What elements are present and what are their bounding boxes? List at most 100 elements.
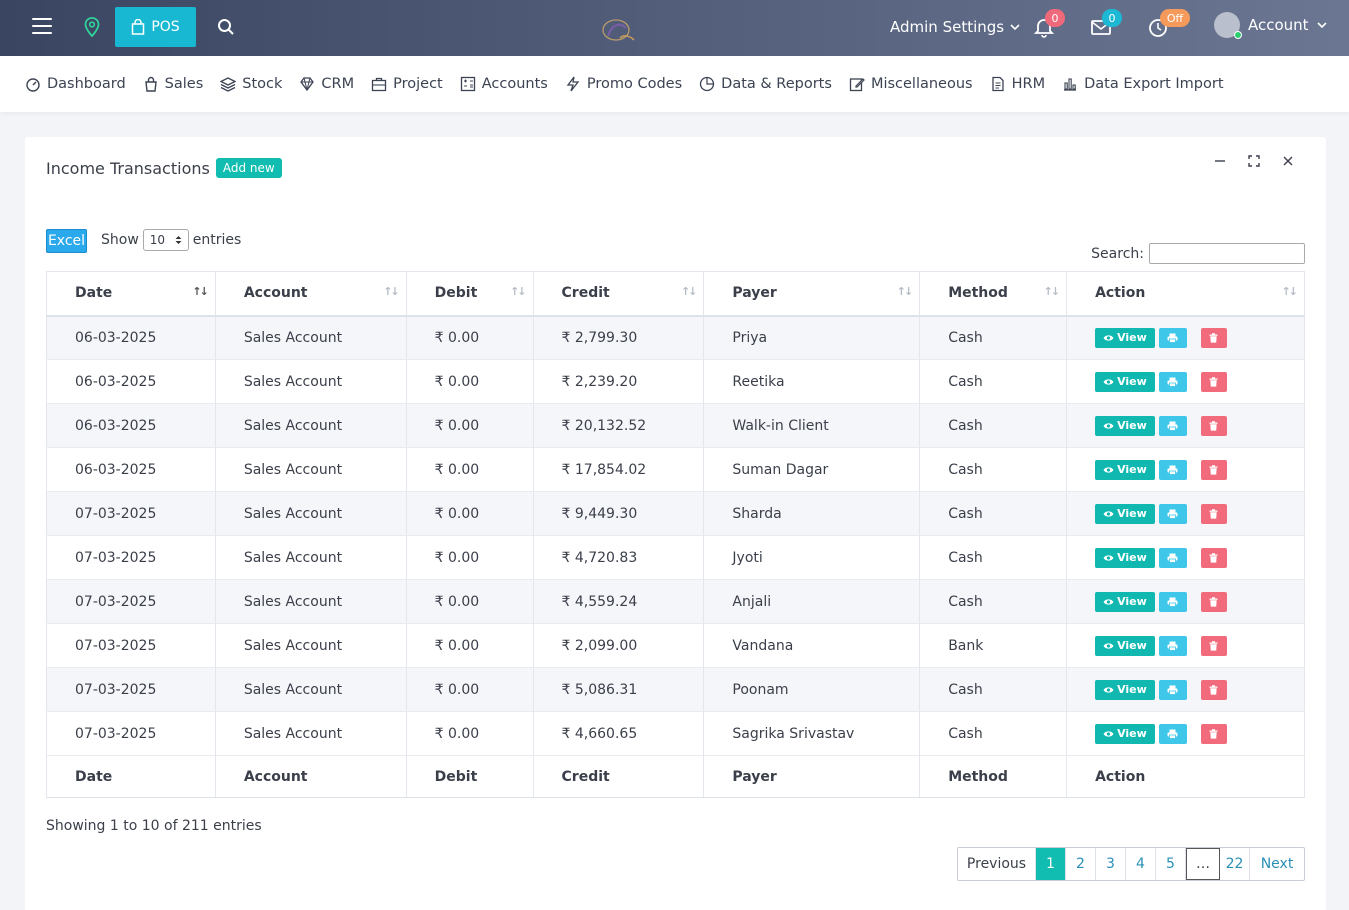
eye-icon — [1103, 730, 1114, 737]
column-label: Credit — [561, 285, 610, 302]
view-button[interactable]: View — [1095, 415, 1155, 436]
view-button[interactable]: View — [1095, 547, 1155, 568]
menu-item-crm[interactable]: CRM — [299, 76, 354, 92]
view-button[interactable]: View — [1095, 591, 1155, 612]
search-icon[interactable] — [217, 18, 235, 36]
column-header-debit[interactable]: Debit ↑↓ — [406, 271, 534, 317]
pagination-page[interactable]: 3 — [1096, 848, 1126, 880]
brand-logo — [602, 19, 635, 41]
view-button[interactable]: View — [1095, 503, 1155, 524]
page-length-select[interactable]: 10 — [142, 229, 189, 251]
column-header-account[interactable]: Account ↑↓ — [215, 271, 407, 317]
delete-button[interactable] — [1200, 503, 1227, 524]
layers-icon — [220, 77, 237, 92]
column-header-credit[interactable]: Credit ↑↓ — [533, 271, 705, 317]
print-button[interactable] — [1158, 415, 1187, 436]
menu-item-data-reports[interactable]: Data & Reports — [699, 76, 832, 92]
sort-icon: ↑↓ — [1043, 285, 1061, 298]
cell-date: 06-03-2025 — [46, 403, 216, 448]
print-button[interactable] — [1158, 459, 1187, 480]
eye-icon — [1103, 686, 1114, 693]
eye-icon — [1103, 422, 1114, 429]
account-dropdown[interactable]: Account — [1214, 12, 1327, 39]
view-button[interactable]: View — [1095, 327, 1155, 348]
search-input[interactable] — [1149, 243, 1305, 264]
pagination-page-last[interactable]: 22 — [1220, 848, 1250, 880]
location-pin-icon[interactable] — [84, 17, 100, 37]
view-button[interactable]: View — [1095, 459, 1155, 480]
view-button[interactable]: View — [1095, 371, 1155, 392]
admin-settings-dropdown[interactable]: Admin Settings — [890, 18, 1020, 36]
pagination-page[interactable]: 2 — [1066, 848, 1096, 880]
pagination-page[interactable]: 5 — [1156, 848, 1186, 880]
menu-item-hrm[interactable]: HRM — [990, 76, 1045, 92]
eye-icon — [1103, 335, 1114, 341]
column-header-action[interactable]: Action ↑↓ — [1066, 271, 1305, 317]
column-header-payer[interactable]: Payer ↑↓ — [703, 271, 921, 317]
close-icon[interactable] — [1282, 155, 1294, 167]
delete-button[interactable] — [1200, 547, 1227, 568]
main-menu: Dashboard Sales Stock CRM Project Accoun… — [0, 56, 1349, 112]
cell-debit: ₹ 0.00 — [406, 315, 534, 360]
pagination-next[interactable]: Next — [1260, 856, 1294, 872]
card-header: Income Transactions Add new — [46, 158, 282, 178]
print-button[interactable] — [1158, 635, 1187, 656]
hamburger-menu-icon[interactable] — [32, 18, 52, 36]
cell-method: Cash — [919, 667, 1068, 712]
excel-export-button[interactable]: Excel — [46, 229, 87, 253]
pagination-page-current[interactable]: 1 — [1036, 848, 1066, 880]
menu-item-stock[interactable]: Stock — [220, 76, 282, 92]
view-button[interactable]: View — [1095, 723, 1155, 744]
delete-button[interactable] — [1200, 415, 1227, 436]
menu-item-project[interactable]: Project — [371, 76, 443, 92]
print-button[interactable] — [1158, 371, 1187, 392]
column-label: Method — [948, 285, 1008, 302]
view-button[interactable]: View — [1095, 679, 1155, 700]
cell-account: Sales Account — [215, 535, 407, 580]
sort-icon: ↑↓ — [510, 285, 527, 298]
column-header-method[interactable]: Method ↑↓ — [919, 271, 1068, 317]
cell-action: View — [1066, 403, 1305, 448]
menu-item-sales[interactable]: Sales — [143, 76, 203, 92]
minimize-icon[interactable] — [1214, 155, 1226, 167]
document-icon — [991, 76, 1004, 92]
print-button[interactable] — [1158, 327, 1187, 348]
column-header-date[interactable]: Date ↑↓ — [46, 271, 216, 317]
menu-item-dashboard[interactable]: Dashboard — [25, 76, 126, 92]
menu-item-data-export-import[interactable]: Data Export Import — [1062, 76, 1224, 92]
table-info: Showing 1 to 10 of 211 entries — [46, 818, 262, 834]
menu-item-miscellaneous[interactable]: Miscellaneous — [849, 76, 973, 92]
add-new-button[interactable]: Add new — [215, 158, 282, 178]
cell-account: Sales Account — [215, 359, 407, 404]
print-button[interactable] — [1158, 679, 1187, 700]
pos-button[interactable]: POS — [115, 7, 196, 47]
delete-button[interactable] — [1200, 591, 1227, 612]
view-button[interactable]: View — [1095, 635, 1155, 656]
cell-debit: ₹ 0.00 — [406, 711, 534, 756]
menu-item-promo-codes[interactable]: Promo Codes — [565, 76, 682, 92]
pagination-previous[interactable]: Previous — [958, 848, 1036, 880]
fullscreen-icon[interactable] — [1248, 155, 1260, 167]
cell-payer: Sagrika Srivastav — [703, 711, 921, 756]
cell-method: Cash — [919, 403, 1068, 448]
delete-button[interactable] — [1200, 459, 1227, 480]
delete-button[interactable] — [1200, 679, 1227, 700]
cell-payer: Walk-in Client — [703, 403, 921, 448]
delete-button[interactable] — [1200, 327, 1227, 348]
print-button[interactable] — [1158, 723, 1187, 744]
sort-asc-icon: ↑↓ — [192, 285, 209, 298]
row-actions: View — [1095, 415, 1304, 436]
print-button[interactable] — [1158, 547, 1187, 568]
delete-button[interactable] — [1200, 723, 1227, 744]
cell-debit: ₹ 0.00 — [406, 359, 534, 404]
print-button[interactable] — [1158, 591, 1187, 612]
cell-debit: ₹ 0.00 — [406, 403, 534, 448]
menu-item-accounts[interactable]: Accounts — [460, 76, 548, 92]
clock-icon[interactable] — [1147, 16, 1169, 38]
delete-button[interactable] — [1200, 371, 1227, 392]
print-icon — [1167, 553, 1178, 563]
delete-button[interactable] — [1200, 635, 1227, 656]
pagination-page[interactable]: 4 — [1126, 848, 1156, 880]
print-button[interactable] — [1158, 503, 1187, 524]
footer-account: Account — [215, 755, 407, 798]
